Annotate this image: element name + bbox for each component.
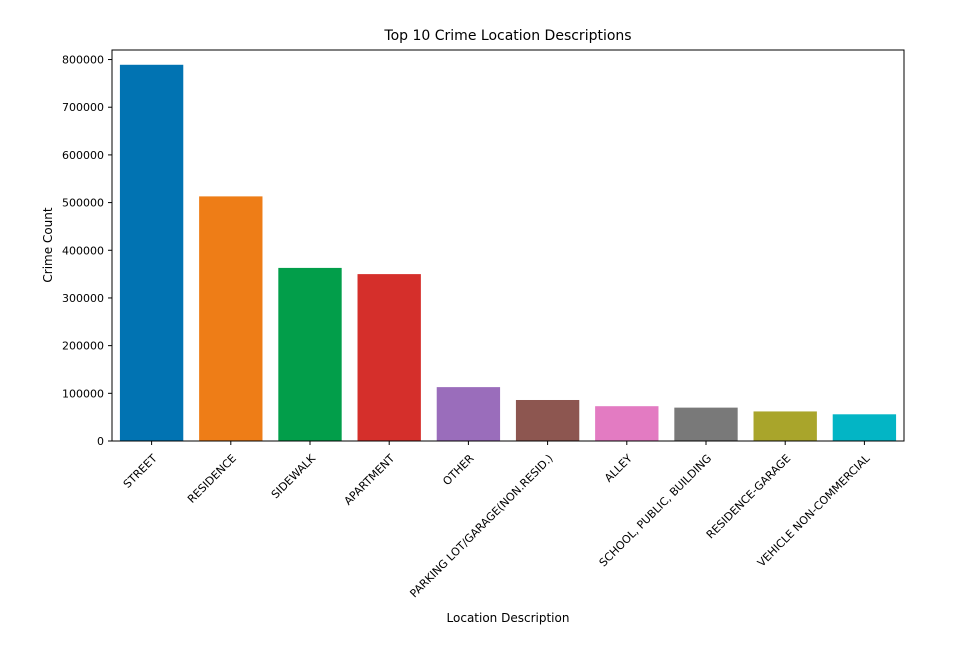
x-tick-label: RESIDENCE-GARAGE [704,452,794,542]
x-tick-label: PARKING LOT/GARAGE(NON.RESID.) [407,452,555,600]
x-tick-label: ALLEY [602,452,635,485]
bar-0 [119,64,184,441]
bars-group [119,64,897,441]
chart-title: Top 10 Crime Location Descriptions [383,28,631,44]
x-tick-label: RESIDENCE [185,452,239,506]
x-axis-label: Location Description [447,611,570,625]
y-axis-label: Crime Count [41,207,55,282]
y-tick-label: 0 [97,435,104,448]
y-tick-label: 500000 [62,197,104,210]
y-axis-ticks: 0 100000 200000 300000 400000 500000 600000 700… [62,54,112,448]
bar-7 [674,407,738,441]
x-tick-label: APARTMENT [342,452,398,508]
x-tick-label: SIDEWALK [269,451,319,501]
x-tick-label: STREET [121,452,160,491]
y-tick-label: 800000 [62,54,104,67]
bar-3 [357,274,421,441]
y-tick-label: 200000 [62,340,104,353]
x-tick-label: OTHER [440,452,476,488]
bar-9 [832,414,897,441]
plot-frame [111,49,905,442]
bar-2 [278,267,342,441]
y-tick-label: 300000 [62,292,104,305]
y-tick-label: 600000 [62,149,104,162]
y-tick-label: 400000 [62,244,104,257]
bar-6 [595,406,659,441]
x-axis-ticks: STREET RESIDENCE SIDEWALK APARTMENT OTHERPAR… [121,441,873,600]
bar-1 [199,196,263,441]
y-tick-label: 700000 [62,101,104,114]
bar-4 [436,387,501,441]
bar-5 [515,399,580,441]
y-tick-label: 100000 [62,387,104,400]
bar-8 [753,411,817,441]
